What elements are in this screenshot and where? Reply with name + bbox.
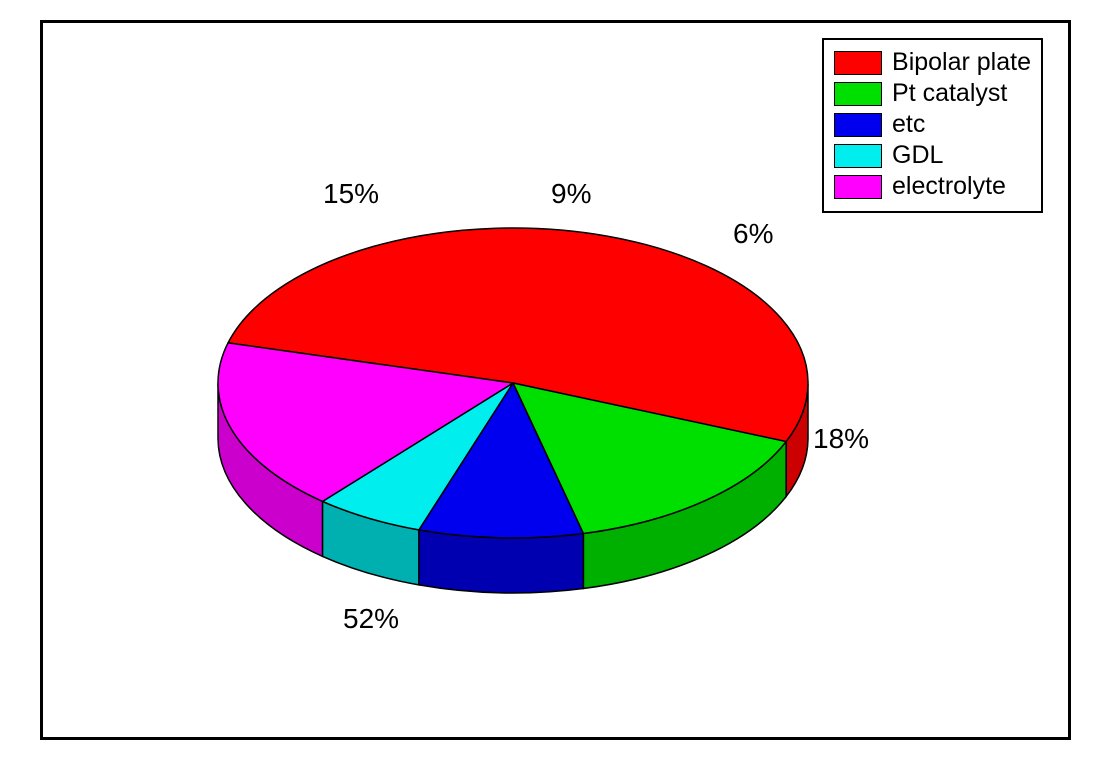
legend-item: Bipolar plate xyxy=(834,48,1031,77)
legend-label: electrolyte xyxy=(892,172,1006,201)
legend-swatch xyxy=(834,82,882,106)
legend-swatch xyxy=(834,144,882,168)
legend-label: etc xyxy=(892,110,925,139)
legend-label: GDL xyxy=(892,141,943,170)
legend-item: etc xyxy=(834,110,1031,139)
slice-label: 18% xyxy=(813,423,869,455)
legend-label: Pt catalyst xyxy=(892,79,1007,108)
legend-swatch xyxy=(834,51,882,75)
slice-label: 15% xyxy=(323,178,379,210)
legend-swatch xyxy=(834,113,882,137)
legend-item: electrolyte xyxy=(834,172,1031,201)
legend-item: GDL xyxy=(834,141,1031,170)
legend-box: Bipolar plate Pt catalyst etc GDL electr… xyxy=(822,38,1043,213)
legend-item: Pt catalyst xyxy=(834,79,1031,108)
slice-label: 9% xyxy=(551,178,591,210)
chart-frame: Bipolar plate Pt catalyst etc GDL electr… xyxy=(40,20,1071,740)
legend-label: Bipolar plate xyxy=(892,48,1031,77)
legend-swatch xyxy=(834,175,882,199)
slice-label: 52% xyxy=(343,603,399,635)
slice-label: 6% xyxy=(733,218,773,250)
